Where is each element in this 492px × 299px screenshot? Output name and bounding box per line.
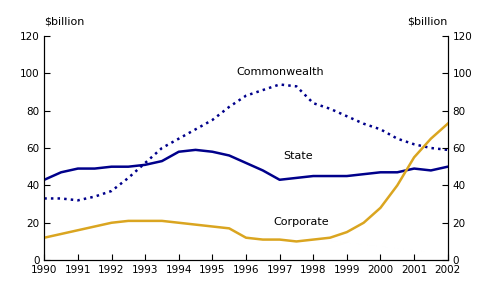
Text: $billion: $billion [44, 17, 85, 27]
Text: Corporate: Corporate [273, 216, 329, 227]
Text: State: State [283, 151, 312, 161]
Text: $billion: $billion [407, 17, 448, 27]
Text: Commonwealth: Commonwealth [236, 67, 324, 77]
